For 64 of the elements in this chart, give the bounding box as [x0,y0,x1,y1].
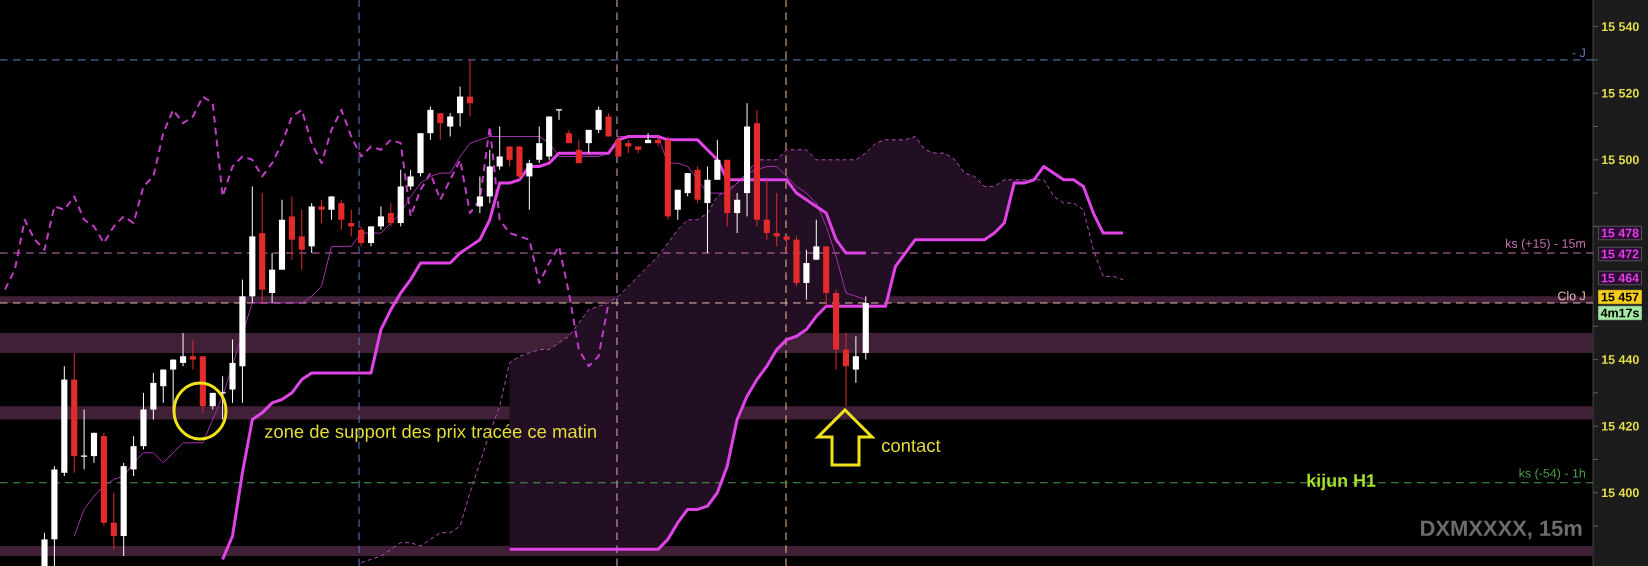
candlestick [298,209,305,271]
candlestick [80,409,88,470]
candlestick [714,139,721,181]
candlestick [437,112,444,141]
candlestick [763,179,770,241]
text: 15 478 [1601,228,1639,238]
candlestick [377,205,385,231]
annotation: kijun H1 [1307,473,1376,491]
candlestick [842,332,850,407]
y-tick-label: 15 540 [1602,22,1639,32]
candlestick [555,109,563,121]
candlestick [476,175,483,214]
candlestick [595,106,602,134]
candlestick [526,159,533,211]
candlestick [457,86,464,128]
candlestick [773,192,780,247]
candlestick [338,199,345,231]
candlestick [506,145,513,167]
candlestick [387,202,394,227]
candlestick [654,136,662,147]
y-tick-label: 15 400 [1602,488,1639,498]
candlestick [90,432,98,464]
ref-line-label: Clo J [1558,291,1585,301]
candlestick [427,106,434,141]
candlestick [704,165,711,254]
ref-line-label: - J [1572,48,1585,58]
candlestick [179,332,187,367]
candlestick [536,126,543,164]
candlestick [348,209,355,237]
candlestick [813,219,820,261]
candlestick [407,169,414,191]
candlestick [328,195,335,221]
candlestick [358,225,365,247]
candlestick [130,435,137,477]
candlestick [605,112,612,137]
candlestick [367,225,375,247]
candlestick [852,335,859,384]
candlestick [674,189,681,221]
candlestick [645,132,652,144]
text: 15 457 [1601,292,1639,302]
candlestick [110,492,117,550]
candlestick [684,172,691,197]
y-tick-label: 15 520 [1602,88,1639,98]
ref-line-label: ks (+15) - 15m [1506,238,1585,251]
candlestick [496,126,503,171]
candlestick [734,192,741,234]
y-tick-label: 15 420 [1602,421,1639,431]
candlestick [189,339,197,371]
annotation: contact [881,439,941,453]
text: 15 464 [1601,273,1639,283]
candlestick [160,369,167,404]
y-tick-label: 15 500 [1602,155,1639,165]
candlestick [447,112,454,137]
candlestick [803,249,810,301]
annotation: zone de support des prix tracée ce matin [264,424,596,442]
text: 15 472 [1601,249,1639,259]
candlestick [269,252,276,304]
candlestick [288,195,295,261]
y-tick-label: 15 440 [1602,355,1639,364]
candlestick [318,199,325,224]
text: 4m17s [1600,308,1639,318]
annotation: DXMXXXX, 15m [1421,520,1582,540]
ref-line-label: ks (-54) - 1h [1519,468,1585,481]
candlestick [218,375,227,420]
